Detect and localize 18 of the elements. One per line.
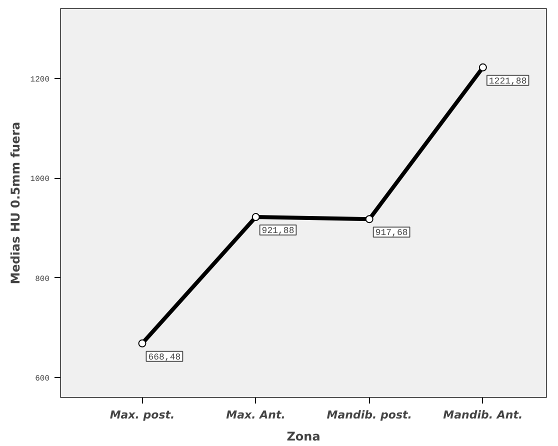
data-label: 1221,88: [488, 76, 527, 86]
y-tick-label: 600: [35, 374, 50, 384]
y-tick-label: 1200: [30, 75, 50, 84]
point: [138, 339, 146, 348]
data-label: 921,88: [262, 226, 294, 236]
data-label: 917,68: [375, 228, 408, 238]
y-axis-title: Medias HU 0.5mm fuera: [8, 122, 22, 284]
x-tick-label: Max. Ant.: [226, 408, 286, 422]
point: [365, 215, 374, 224]
x-tick-label: Mandib. post.: [326, 408, 412, 422]
data-label: 668,48: [148, 352, 181, 362]
x-tick-label: Mandib. Ant.: [443, 408, 523, 422]
x-tick-label: Max. post.: [110, 408, 175, 422]
y-tick-label: 800: [35, 274, 50, 284]
point: [252, 213, 260, 222]
point: [478, 63, 487, 72]
x-axis-title: Zona: [286, 430, 320, 444]
y-tick-label: 1000: [30, 175, 50, 184]
